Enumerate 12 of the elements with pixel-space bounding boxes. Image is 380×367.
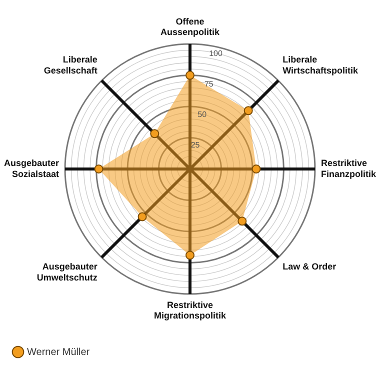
spoke-label: Liberale Wirtschaftspolitik [282, 54, 360, 76]
y-tick-label: 50 [198, 110, 208, 120]
spoke-label: Offene Aussenpolitik [160, 16, 220, 38]
y-tick-label: 100 [209, 49, 223, 58]
spoke-label: Ausgebauter Sozialstaat [4, 158, 60, 179]
spoke-label: Liberale Gesellschaft [44, 54, 98, 76]
spoke-label: Restriktive Migrationspolitik [154, 300, 227, 321]
spoke-label: Ausgebauter Umweltschutz [36, 262, 98, 282]
spoke-label: Law & Order [282, 262, 337, 272]
legend-label: Werner Müller [27, 346, 90, 358]
y-tick-label: 75 [204, 80, 214, 89]
spoke-label: Restriktive Finanzpolitik [320, 158, 377, 179]
